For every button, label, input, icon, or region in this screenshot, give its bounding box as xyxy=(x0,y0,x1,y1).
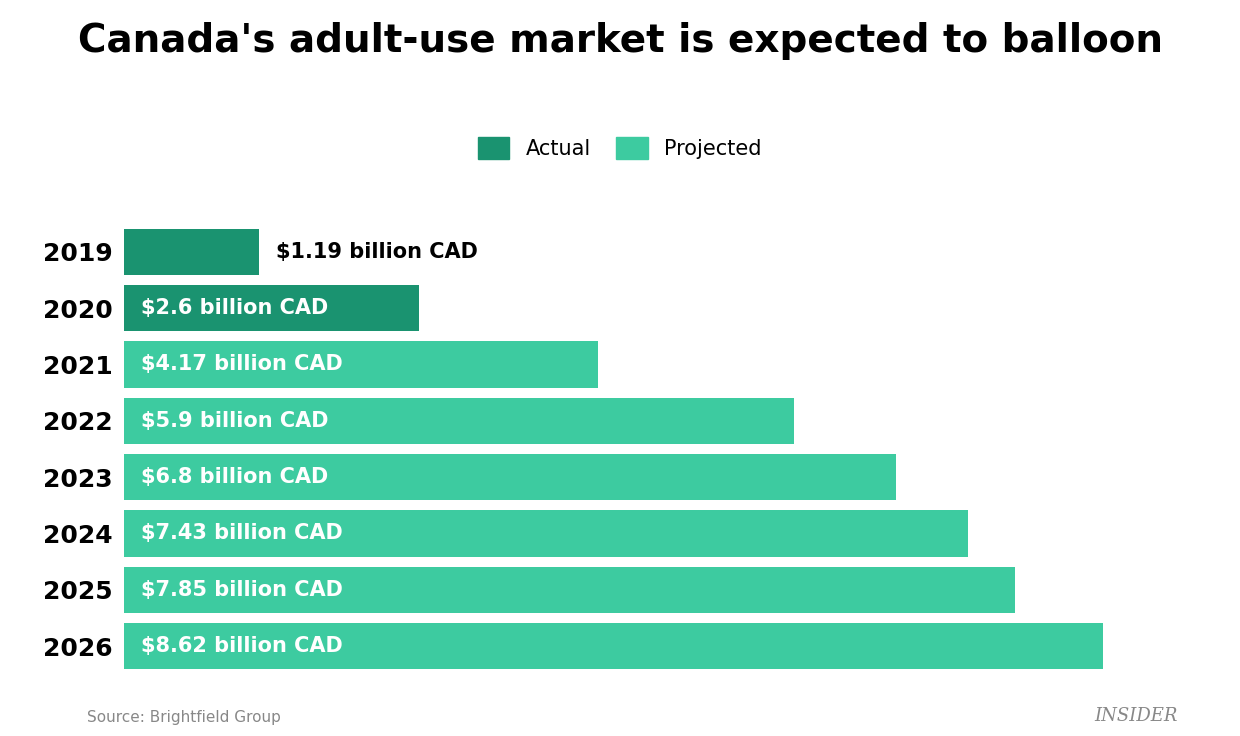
Legend: Actual, Projected: Actual, Projected xyxy=(470,128,770,168)
Bar xyxy=(124,285,419,331)
Text: $4.17 billion CAD: $4.17 billion CAD xyxy=(141,355,342,375)
Bar xyxy=(124,342,598,388)
Text: $5.9 billion CAD: $5.9 billion CAD xyxy=(141,411,329,431)
Text: $2.6 billion CAD: $2.6 billion CAD xyxy=(141,298,329,318)
Text: $8.62 billion CAD: $8.62 billion CAD xyxy=(141,636,342,656)
Text: $7.43 billion CAD: $7.43 billion CAD xyxy=(141,523,342,543)
Bar xyxy=(124,623,1102,669)
Text: Source: Brightfield Group: Source: Brightfield Group xyxy=(87,710,280,725)
Bar xyxy=(124,229,259,275)
Text: Canada's adult-use market is expected to balloon: Canada's adult-use market is expected to… xyxy=(77,22,1163,60)
Text: $6.8 billion CAD: $6.8 billion CAD xyxy=(141,467,329,487)
Text: INSIDER: INSIDER xyxy=(1095,707,1178,725)
Bar xyxy=(124,567,1016,613)
Bar xyxy=(124,454,897,500)
Bar xyxy=(124,510,967,556)
Text: $7.85 billion CAD: $7.85 billion CAD xyxy=(141,580,343,600)
Text: $1.19 billion CAD: $1.19 billion CAD xyxy=(277,242,479,262)
Bar xyxy=(124,397,794,444)
